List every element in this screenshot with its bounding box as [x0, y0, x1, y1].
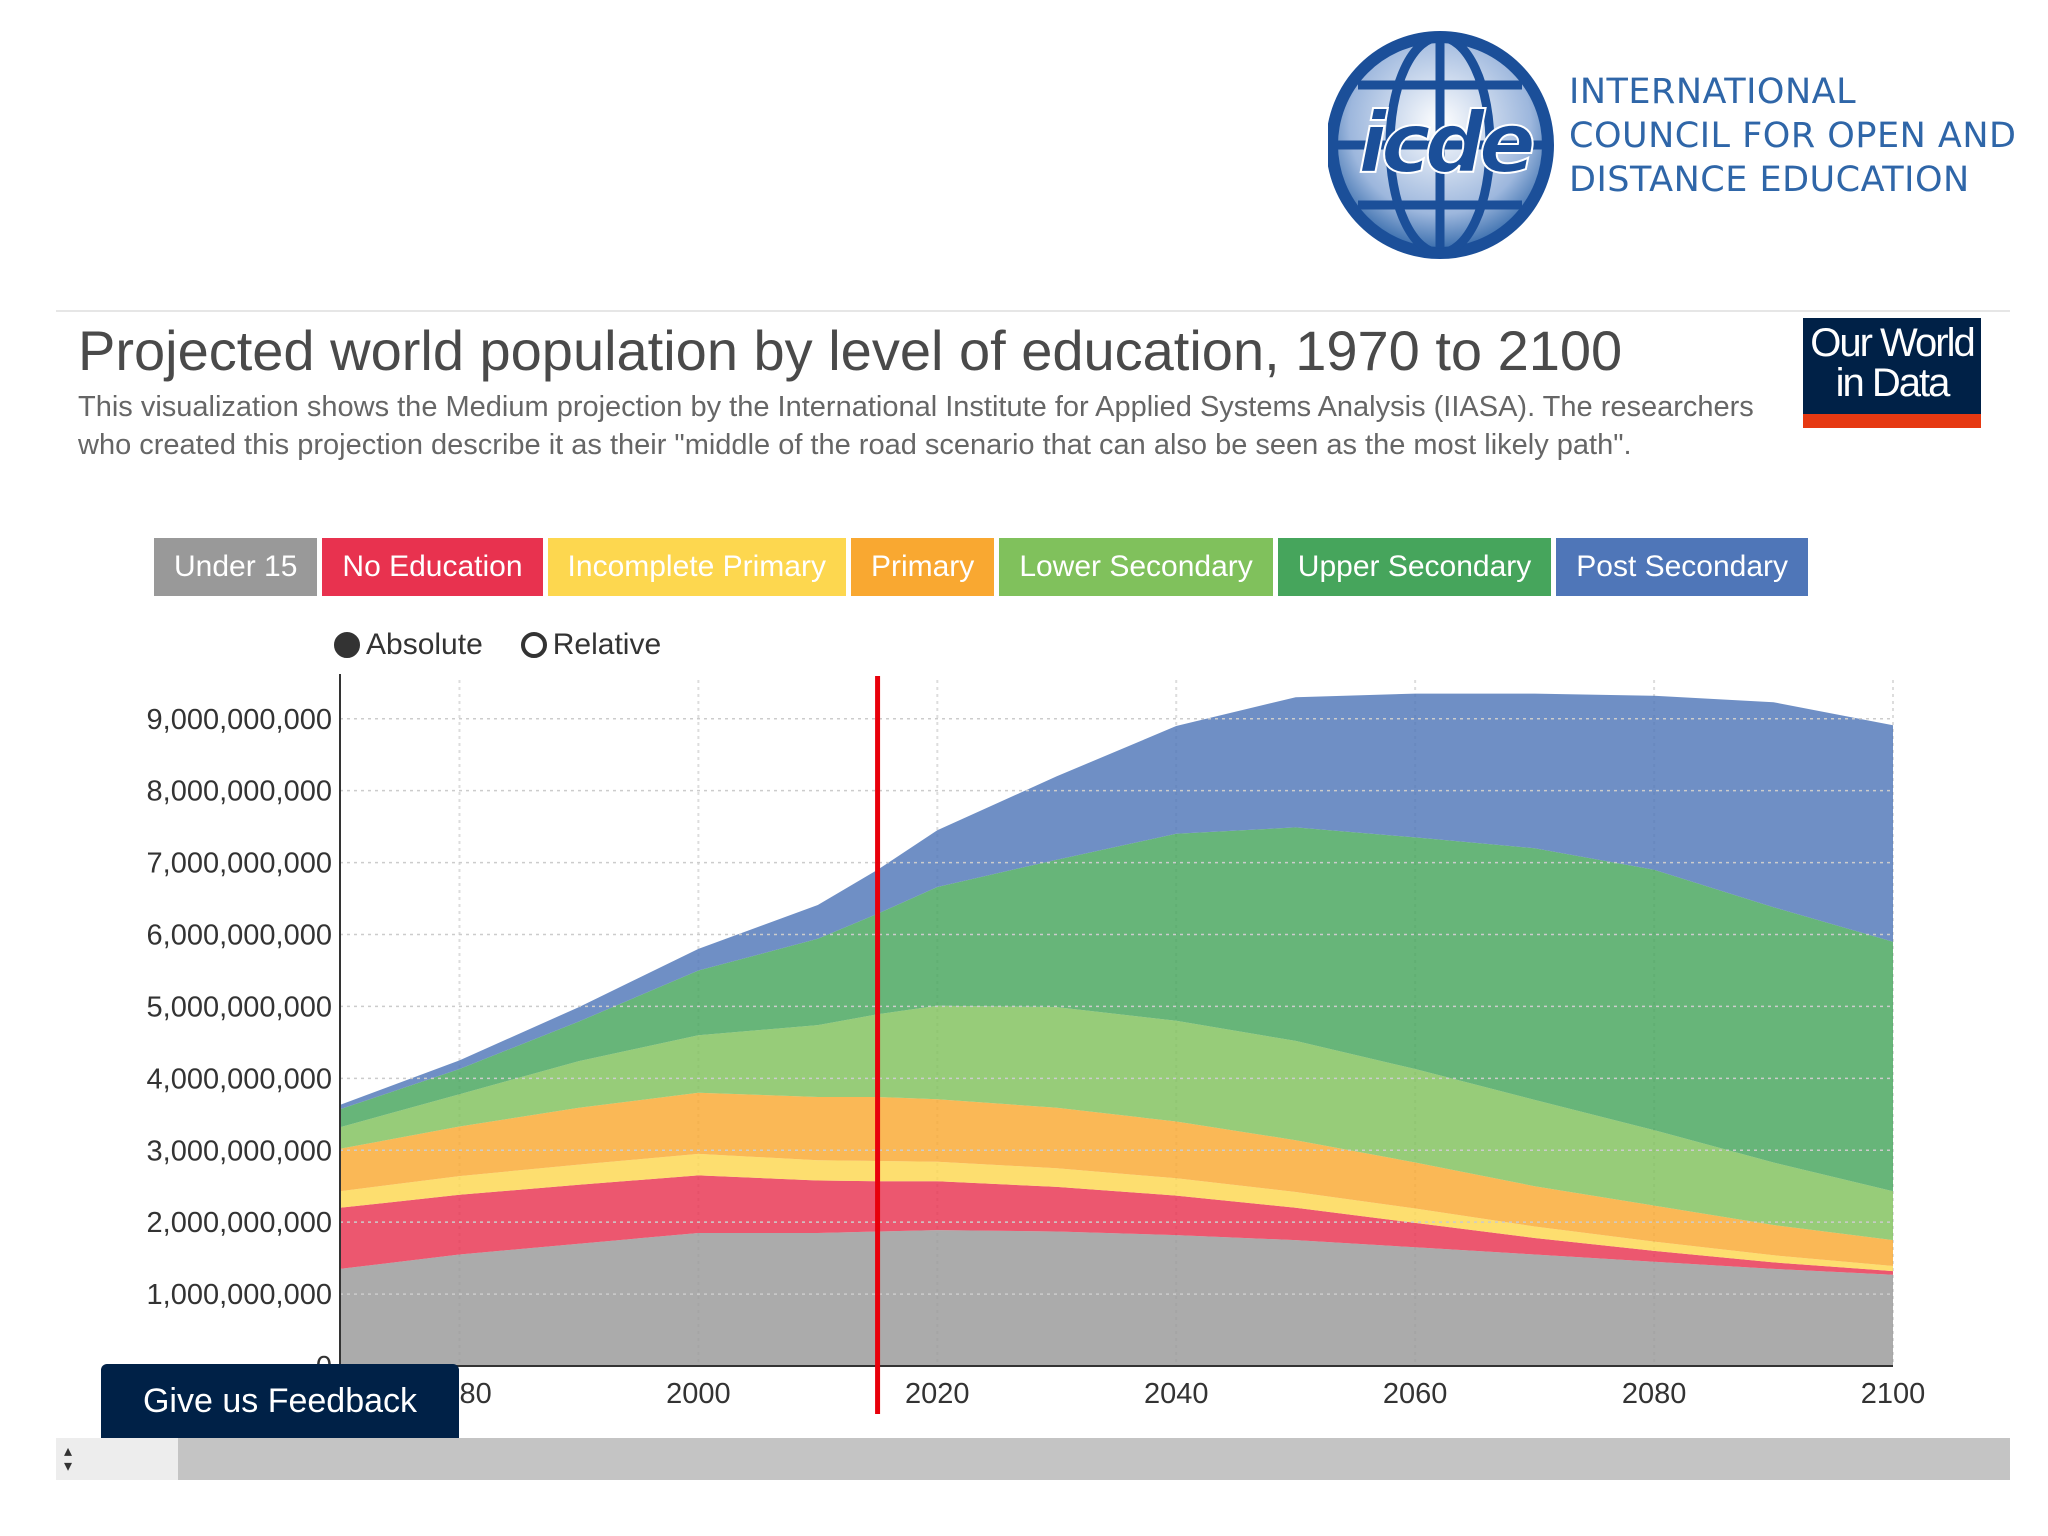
- y-tick-label: 4,000,000,000: [147, 1063, 332, 1095]
- relative-label: Relative: [552, 628, 662, 661]
- chart-subtitle: This visualization shows the Medium proj…: [78, 391, 1754, 461]
- x-tick-label: 2100: [1861, 1378, 1926, 1410]
- icde-mark-text: icde: [1358, 94, 1533, 192]
- org-name-line-3: DISTANCE EDUCATION: [1569, 160, 1970, 200]
- legend-item-incomplete-primary[interactable]: Incomplete Primary: [547, 538, 846, 596]
- y-tick-label: 2,000,000,000: [147, 1207, 332, 1239]
- legend-item-primary[interactable]: Primary: [850, 538, 995, 596]
- y-tick-label: 5,000,000,000: [147, 991, 332, 1023]
- frame-divider: [56, 310, 2010, 312]
- give-feedback-button[interactable]: Give us Feedback: [101, 1364, 459, 1438]
- legend-item-lower-secondary[interactable]: Lower Secondary: [999, 538, 1273, 596]
- chart-legend: Under 15 No Education Incomplete Primary Pr…: [154, 538, 1813, 596]
- area-primary: [340, 1092, 1893, 1266]
- area-no-education: [340, 1175, 1893, 1275]
- y-tick-label: 1,000,000,000: [147, 1279, 332, 1311]
- org-name-line-1: INTERNATIONAL: [1569, 72, 1857, 112]
- radio-unselected-icon[interactable]: [520, 632, 547, 658]
- x-tick-label: 2040: [1144, 1378, 1209, 1410]
- scroll-arrows-icon[interactable]: ▴ ▾: [64, 1443, 73, 1475]
- icde-logo: icde INTERNATIONAL COUNCIL FOR OPEN AND …: [1328, 30, 2016, 260]
- x-tick-label: 2000: [666, 1378, 731, 1410]
- chart-header: Projected world population by level of e…: [78, 318, 1778, 464]
- area-upper-secondary: [340, 827, 1893, 1192]
- absolute-relative-toggle: Absolute Relative: [334, 628, 699, 662]
- radio-selected-icon[interactable]: [334, 632, 360, 658]
- x-tick-label: 2080: [1622, 1378, 1687, 1410]
- scrollbar-thumb[interactable]: [178, 1438, 2010, 1480]
- absolute-option[interactable]: Absolute: [334, 628, 483, 662]
- y-tick-label: 6,000,000,000: [147, 920, 332, 952]
- horizontal-scrollbar[interactable]: ▴ ▾: [56, 1438, 2010, 1480]
- y-tick-label: 7,000,000,000: [147, 848, 332, 880]
- our-world-in-data-logo[interactable]: Our World in Data: [1803, 318, 1981, 428]
- owid-logo-line-1: Our World: [1810, 321, 1976, 365]
- x-tick-label: 2060: [1383, 1378, 1448, 1410]
- org-name-line-2: COUNCIL FOR OPEN AND: [1569, 116, 2017, 156]
- owid-logo-bar: [1803, 414, 1981, 428]
- area-under-15: [340, 1230, 1893, 1366]
- area-lower-secondary: [340, 1005, 1893, 1241]
- relative-option[interactable]: Relative: [520, 628, 662, 662]
- y-tick-label: 9,000,000,000: [147, 704, 332, 736]
- y-tick-label: 3,000,000,000: [147, 1135, 332, 1167]
- area-incomplete-primary: [340, 1153, 1893, 1272]
- legend-item-upper-secondary[interactable]: Upper Secondary: [1277, 538, 1552, 596]
- chart-title: Projected world population by level of e…: [78, 319, 1623, 382]
- legend-item-under-15[interactable]: Under 15: [154, 538, 318, 596]
- icde-org-name: INTERNATIONAL COUNCIL FOR OPEN AND DISTA…: [1569, 70, 2019, 202]
- x-tick-label: 2020: [905, 1378, 970, 1410]
- owid-logo-line-2: in Data: [1835, 361, 1951, 405]
- legend-item-no-education[interactable]: No Education: [322, 538, 543, 596]
- absolute-label: Absolute: [366, 628, 483, 661]
- y-tick-label: 8,000,000,000: [147, 776, 332, 808]
- area-post-secondary: [340, 693, 1893, 1110]
- globe-icon: icde: [1328, 31, 1554, 259]
- legend-item-post-secondary[interactable]: Post Secondary: [1556, 538, 1809, 596]
